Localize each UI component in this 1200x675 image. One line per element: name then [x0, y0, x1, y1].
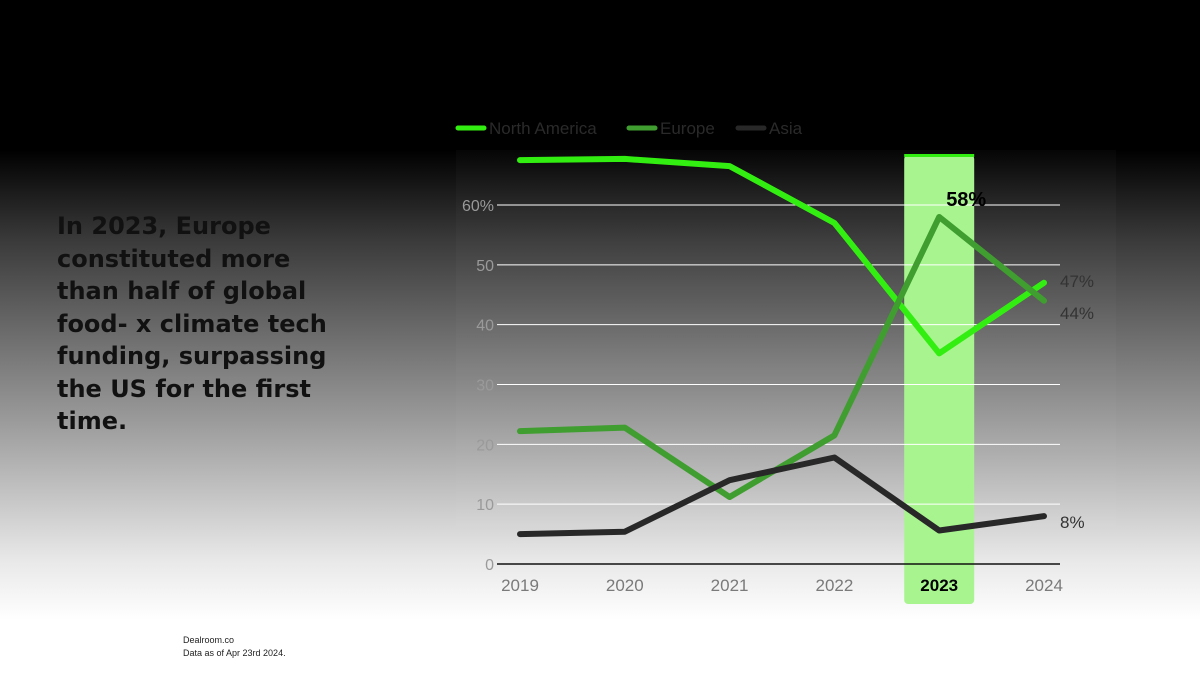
- legend-label-europe: Europe: [660, 119, 715, 138]
- y-tick-label-60: 60%: [462, 198, 494, 215]
- peak-label-europe: 58%: [946, 189, 986, 211]
- x-tick-label-2022: 2022: [815, 576, 853, 595]
- y-tick-label-20: 20: [476, 437, 494, 454]
- end-label-europe: 44%: [1060, 304, 1094, 323]
- source-note: Dealroom.co Data as of Apr 23rd 2024.: [183, 634, 286, 660]
- legend: North America Europe Asia: [455, 119, 803, 138]
- series-line-asia: [517, 454, 1047, 538]
- series-line-north-america: [517, 155, 1047, 357]
- legend-label-asia: Asia: [769, 119, 803, 138]
- end-label-north-america: 47%: [1060, 272, 1094, 291]
- x-tick-label-2024: 2024: [1025, 576, 1063, 595]
- x-tick-label-2021: 2021: [711, 576, 749, 595]
- y-axis: 0 10 20 30 40 50 60%: [462, 198, 494, 574]
- y-tick-label-0: 0: [485, 557, 494, 574]
- highlight-band: [904, 155, 975, 604]
- data-date: Data as of Apr 23rd 2024.: [183, 648, 286, 658]
- y-tick-label-50: 50: [476, 258, 494, 275]
- y-tick-label-10: 10: [476, 497, 494, 514]
- x-tick-label-2020: 2020: [606, 576, 644, 595]
- series-lines: [517, 155, 1047, 538]
- y-tick-label-30: 30: [476, 378, 494, 395]
- x-axis: 2019 2020 2021 2022 2023 2024: [501, 576, 1063, 595]
- headline: In 2023, Europe constituted more than ha…: [57, 212, 327, 435]
- end-label-asia: 8%: [1060, 513, 1085, 532]
- x-tick-label-2023: 2023: [920, 576, 958, 595]
- highlight-band-edge: [904, 154, 975, 157]
- gridlines: [497, 204, 1060, 565]
- source-name: Dealroom.co: [183, 635, 235, 645]
- y-tick-label-40: 40: [476, 318, 494, 335]
- legend-label-north-america: North America: [489, 119, 597, 138]
- data-labels: 47% 44% 58% 8%: [946, 189, 1094, 532]
- highlight-2023-band: [904, 154, 975, 604]
- x-tick-label-2019: 2019: [501, 576, 539, 595]
